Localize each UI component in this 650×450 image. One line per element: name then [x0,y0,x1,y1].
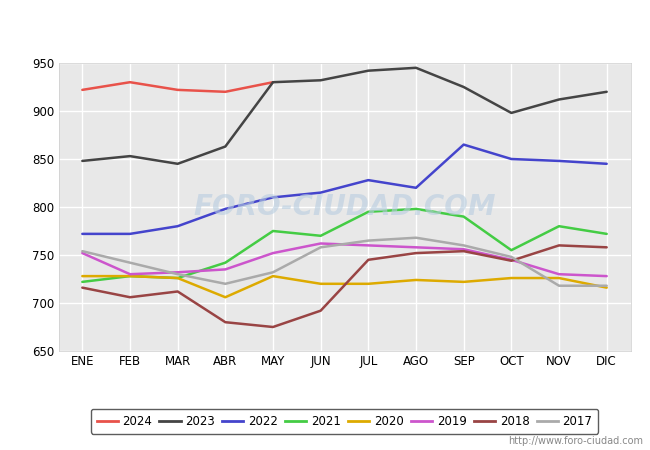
Text: FORO-CIUDAD.COM: FORO-CIUDAD.COM [193,193,496,221]
Legend: 2024, 2023, 2022, 2021, 2020, 2019, 2018, 2017: 2024, 2023, 2022, 2021, 2020, 2019, 2018… [90,409,599,433]
Text: http://www.foro-ciudad.com: http://www.foro-ciudad.com [508,436,644,446]
Text: Afiliados en Fontanar a 31/5/2024: Afiliados en Fontanar a 31/5/2024 [172,18,478,36]
